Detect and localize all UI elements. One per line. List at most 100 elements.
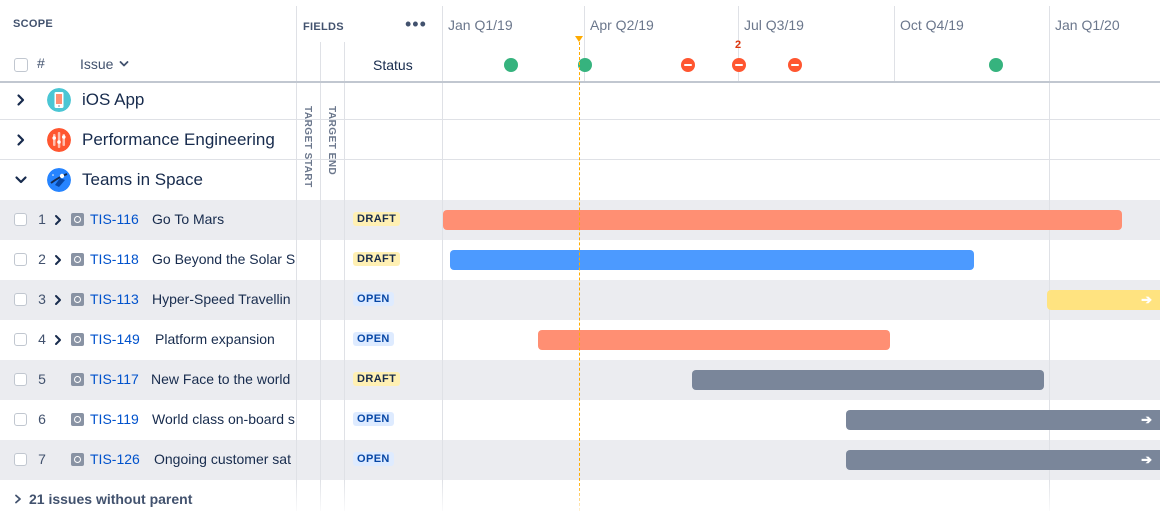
group-label: iOS App [82, 90, 145, 109]
issue-row[interactable]: 6 TIS-119 World class on-board s OPEN [0, 400, 442, 440]
row-checkbox[interactable] [14, 373, 27, 386]
issue-row[interactable]: 2 TIS-118 Go Beyond the Solar S DRAFT [0, 240, 442, 280]
issue-row[interactable]: 3 TIS-113 Hyper-Speed Travellin OPEN [0, 280, 442, 320]
issue-title[interactable]: New Face to the world [151, 371, 291, 387]
group-label: Performance Engineering [82, 130, 275, 149]
status-lozenge: OPEN [353, 412, 394, 426]
row-checkbox[interactable] [14, 413, 27, 426]
timeline-bar[interactable]: ➔ [846, 410, 1160, 430]
today-marker-icon [575, 36, 583, 42]
issue-title[interactable]: Go To Mars [152, 211, 225, 227]
issue-column-label: Issue [80, 56, 114, 72]
milestone-on-track-icon[interactable] [578, 58, 592, 72]
chevron-right-icon[interactable] [53, 294, 63, 306]
milestone-on-track-icon[interactable] [504, 58, 518, 72]
chevron-right-icon[interactable] [14, 133, 28, 147]
row-checkbox[interactable] [14, 333, 27, 346]
row-background [0, 280, 1160, 320]
row-divider [0, 159, 1160, 160]
epic-type-icon [71, 373, 84, 386]
more-options-icon[interactable]: ••• [405, 14, 427, 34]
quarter-divider [1049, 6, 1050, 511]
issues-without-parent-toggle[interactable]: 21 issues without parent [14, 491, 192, 507]
group-row-teams-in-space[interactable]: Teams in Space [0, 160, 442, 200]
status-lozenge: DRAFT [353, 372, 401, 386]
chevron-right-icon[interactable] [14, 93, 28, 107]
issue-key-link[interactable]: TIS-126 [90, 451, 140, 467]
row-divider [0, 119, 1160, 120]
milestone-on-track-icon[interactable] [989, 58, 1003, 72]
timeline-bar[interactable] [443, 210, 1122, 230]
rank-column-heading: # [37, 55, 45, 71]
status-lozenge: OPEN [353, 452, 394, 466]
timeline-bar[interactable] [450, 250, 974, 270]
timeline-bar[interactable]: ➔ [846, 450, 1160, 470]
issue-key-link[interactable]: TIS-119 [90, 411, 139, 427]
status-lozenge: DRAFT [353, 252, 401, 266]
performance-icon [47, 128, 71, 152]
row-checkbox[interactable] [14, 453, 27, 466]
quarter-label: Apr Q2/19 [590, 17, 654, 33]
group-row-performance-engineering[interactable]: Performance Engineering [0, 120, 442, 160]
row-checkbox[interactable] [14, 253, 27, 266]
quarter-divider [584, 6, 585, 81]
quarter-label: Jul Q3/19 [744, 17, 804, 33]
issue-key-link[interactable]: TIS-118 [90, 251, 139, 267]
issue-column-sort[interactable]: Issue [80, 56, 129, 72]
issue-title[interactable]: Hyper-Speed Travellin [152, 291, 291, 307]
chevron-right-icon[interactable] [53, 214, 63, 226]
arrow-right-icon: ➔ [1141, 452, 1152, 467]
chevron-right-icon [15, 494, 21, 504]
row-checkbox[interactable] [14, 293, 27, 306]
chevron-right-icon[interactable] [53, 254, 63, 266]
row-number: 5 [38, 371, 46, 387]
issue-row[interactable]: 4 TIS-149 Platform expansion OPEN [0, 320, 442, 360]
arrow-right-icon: ➔ [1141, 292, 1152, 307]
milestone-blocked-icon[interactable] [732, 58, 746, 72]
issue-key-link[interactable]: TIS-116 [90, 211, 139, 227]
issue-title[interactable]: World class on-board s [152, 411, 295, 427]
issue-key-link[interactable]: TIS-113 [90, 291, 139, 307]
target-end-label: TARGET END [326, 106, 337, 176]
target-start-label: TARGET START [302, 106, 313, 188]
field-divider [344, 42, 345, 511]
fields-heading: FIELDS [303, 21, 344, 33]
row-checkbox[interactable] [14, 213, 27, 226]
status-column-heading: Status [373, 57, 413, 73]
status-lozenge: OPEN [353, 292, 394, 306]
epic-type-icon [71, 413, 84, 426]
timeline-bar[interactable]: ➔ [1047, 290, 1160, 310]
milestone-blocked-icon[interactable] [788, 58, 802, 72]
issue-row[interactable]: 1 TIS-116 Go To Mars DRAFT [0, 200, 442, 240]
status-lozenge: OPEN [353, 332, 394, 346]
group-label: Teams in Space [82, 170, 203, 189]
teams-in-space-icon [47, 168, 71, 192]
issue-title[interactable]: Go Beyond the Solar S [152, 251, 296, 267]
timeline-divider [442, 6, 443, 511]
epic-type-icon [71, 453, 84, 466]
row-number: 1 [38, 211, 46, 227]
select-all-checkbox[interactable] [14, 58, 28, 72]
chevron-right-icon[interactable] [53, 334, 63, 346]
timeline-bar[interactable] [538, 330, 890, 350]
epic-type-icon [71, 293, 84, 306]
issue-key-link[interactable]: TIS-149 [90, 331, 140, 347]
epic-type-icon [71, 253, 84, 266]
quarter-label: Oct Q4/19 [900, 17, 964, 33]
group-row-ios-app[interactable]: iOS App [0, 80, 442, 120]
chevron-down-icon[interactable] [14, 173, 28, 187]
row-number: 6 [38, 411, 46, 427]
row-number: 4 [38, 331, 46, 347]
header-divider [0, 81, 1160, 83]
arrow-right-icon: ➔ [1141, 412, 1152, 427]
issue-key-link[interactable]: TIS-117 [90, 371, 139, 387]
timeline-bar[interactable] [692, 370, 1044, 390]
row-number: 7 [38, 451, 46, 467]
milestone-blocked-icon[interactable] [681, 58, 695, 72]
issue-row[interactable]: 5 TIS-117 New Face to the world DRAFT [0, 360, 442, 400]
quarter-label: Jan Q1/20 [1055, 17, 1120, 33]
issue-title[interactable]: Ongoing customer sat [154, 451, 291, 467]
field-divider [320, 42, 321, 511]
issue-title[interactable]: Platform expansion [155, 331, 275, 347]
issue-row[interactable]: 7 TIS-126 Ongoing customer sat OPEN [0, 440, 442, 480]
